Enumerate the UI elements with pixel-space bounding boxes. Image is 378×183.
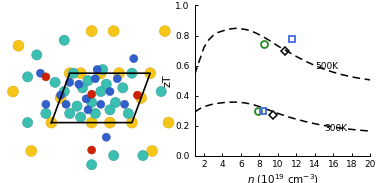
- Circle shape: [87, 97, 97, 108]
- Circle shape: [156, 86, 166, 97]
- Circle shape: [76, 112, 86, 122]
- Text: 300K: 300K: [324, 124, 347, 133]
- Circle shape: [42, 100, 50, 108]
- X-axis label: $n$ (10$^{19}$ cm$^{-3}$): $n$ (10$^{19}$ cm$^{-3}$): [246, 172, 319, 183]
- Circle shape: [104, 117, 115, 128]
- Circle shape: [46, 117, 57, 128]
- Circle shape: [113, 75, 121, 83]
- Circle shape: [126, 117, 138, 128]
- Circle shape: [55, 92, 66, 103]
- Circle shape: [138, 150, 148, 161]
- Circle shape: [36, 69, 45, 77]
- Circle shape: [110, 97, 121, 108]
- Circle shape: [91, 75, 99, 83]
- Circle shape: [22, 72, 33, 82]
- Circle shape: [102, 133, 110, 141]
- Circle shape: [41, 108, 51, 119]
- Circle shape: [86, 117, 97, 128]
- Text: 500K: 500K: [315, 62, 338, 71]
- Circle shape: [26, 145, 37, 156]
- Circle shape: [75, 68, 86, 79]
- Circle shape: [163, 117, 174, 128]
- Circle shape: [133, 91, 141, 99]
- Circle shape: [147, 145, 158, 156]
- Circle shape: [106, 87, 114, 96]
- Circle shape: [127, 68, 137, 78]
- Circle shape: [118, 83, 128, 93]
- Circle shape: [96, 86, 106, 97]
- Circle shape: [57, 91, 65, 99]
- Circle shape: [88, 146, 96, 154]
- Circle shape: [66, 78, 74, 86]
- Circle shape: [72, 101, 82, 111]
- Circle shape: [98, 64, 108, 75]
- Circle shape: [82, 95, 90, 103]
- Circle shape: [50, 77, 60, 87]
- Circle shape: [108, 26, 119, 37]
- Circle shape: [83, 75, 93, 86]
- Circle shape: [77, 83, 88, 93]
- Circle shape: [160, 26, 170, 37]
- Circle shape: [105, 105, 115, 115]
- Circle shape: [114, 68, 125, 79]
- Circle shape: [108, 150, 119, 161]
- Circle shape: [32, 50, 42, 60]
- Circle shape: [88, 90, 96, 98]
- Circle shape: [145, 68, 156, 79]
- Circle shape: [84, 106, 92, 114]
- Circle shape: [86, 26, 97, 37]
- Circle shape: [8, 86, 19, 97]
- Circle shape: [136, 92, 147, 103]
- Circle shape: [42, 73, 50, 81]
- Circle shape: [13, 40, 24, 51]
- Circle shape: [22, 117, 33, 128]
- Circle shape: [130, 55, 138, 63]
- Circle shape: [97, 100, 105, 108]
- Circle shape: [62, 100, 70, 108]
- Y-axis label: zT: zT: [163, 74, 173, 87]
- Circle shape: [59, 35, 69, 45]
- Circle shape: [121, 100, 129, 108]
- Circle shape: [90, 108, 101, 119]
- Circle shape: [65, 108, 75, 119]
- Circle shape: [123, 108, 133, 119]
- Circle shape: [64, 68, 75, 79]
- Circle shape: [68, 68, 79, 78]
- Circle shape: [59, 86, 69, 97]
- Circle shape: [93, 66, 101, 74]
- Circle shape: [95, 68, 106, 79]
- Circle shape: [75, 80, 83, 88]
- Circle shape: [87, 160, 97, 170]
- Circle shape: [101, 79, 112, 89]
